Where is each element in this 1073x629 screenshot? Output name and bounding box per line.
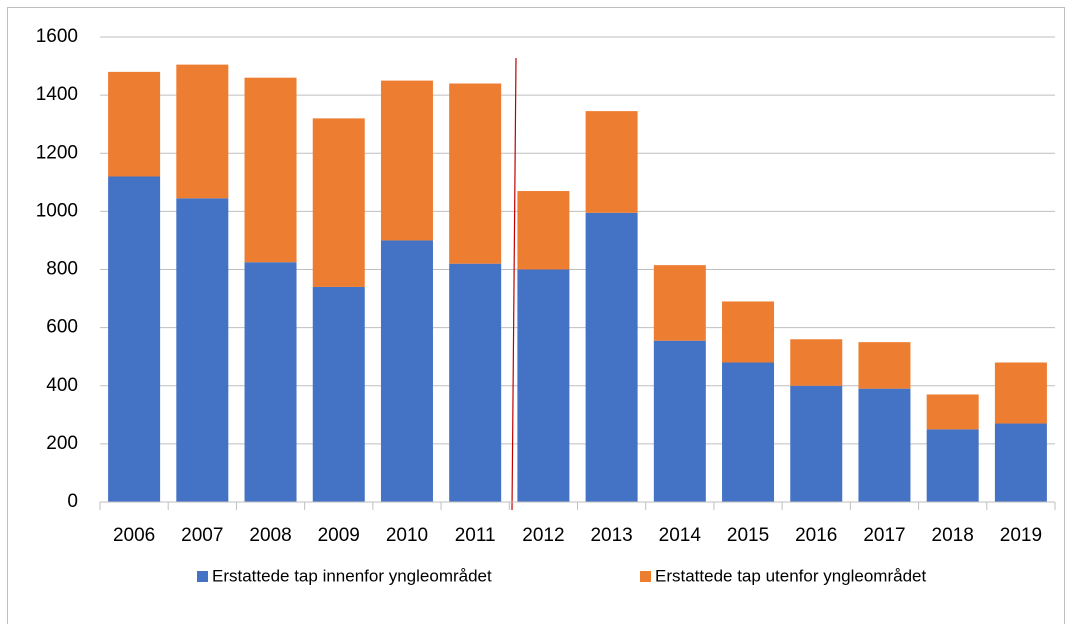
x-tick-label: 2012 xyxy=(522,525,564,546)
bar-segment xyxy=(312,286,365,502)
legend-swatch xyxy=(197,571,208,582)
bar-segment xyxy=(517,191,570,270)
bar-segment xyxy=(926,429,979,502)
bar-segment xyxy=(244,262,297,502)
chart-border xyxy=(7,7,1065,629)
y-tick-label: 600 xyxy=(46,317,78,338)
bar-segment xyxy=(312,118,365,287)
y-tick-label: 800 xyxy=(46,259,78,280)
x-tick-label: 2019 xyxy=(1000,525,1042,546)
x-tick-label: 2008 xyxy=(249,525,291,546)
y-tick-label: 1400 xyxy=(36,84,78,105)
bar-segment xyxy=(244,77,297,263)
bar-segment xyxy=(722,301,775,363)
bar-segment xyxy=(926,394,979,430)
y-tick-label: 0 xyxy=(67,491,78,512)
x-tick-label: 2011 xyxy=(455,525,496,546)
bar-segment xyxy=(722,362,775,502)
bar-segment xyxy=(517,269,570,502)
x-tick-label: 2007 xyxy=(181,525,223,546)
bar-segment xyxy=(176,198,229,502)
bar-segment xyxy=(108,71,161,177)
bar-segment xyxy=(176,64,229,199)
bar-segment xyxy=(380,240,433,502)
x-tick-label: 2016 xyxy=(795,525,837,546)
y-tick-label: 1600 xyxy=(36,26,78,47)
bar-segment xyxy=(585,111,638,213)
bar-segment xyxy=(858,388,911,502)
bar-segment xyxy=(994,423,1047,502)
x-tick-label: 2017 xyxy=(863,525,905,546)
legend-swatch xyxy=(640,571,651,582)
y-tick-label: 1200 xyxy=(36,142,78,163)
bar-segment xyxy=(108,176,161,502)
bar-segment xyxy=(790,339,843,386)
bar-segment xyxy=(449,83,502,264)
y-tick-label: 400 xyxy=(46,375,78,396)
bar-segment xyxy=(858,342,911,389)
x-tick-label: 2009 xyxy=(318,525,360,546)
bar-segment xyxy=(653,340,706,502)
x-tick-label: 2006 xyxy=(113,525,155,546)
x-tick-label: 2013 xyxy=(590,525,632,546)
x-tick-label: 2018 xyxy=(932,525,974,546)
x-tick-label: 2010 xyxy=(386,525,428,546)
bar-segment xyxy=(380,80,433,241)
legend-label: Erstattede tap innenfor yngleområdet xyxy=(212,566,492,585)
period-divider xyxy=(511,57,517,511)
bar-segment xyxy=(653,265,706,341)
x-tick-label: 2015 xyxy=(727,525,769,546)
y-tick-label: 200 xyxy=(46,433,78,454)
bar-segment xyxy=(449,263,502,502)
legend-label: Erstattede tap utenfor yngleområdet xyxy=(655,566,926,585)
bar-segment xyxy=(994,362,1047,424)
bar-segment xyxy=(585,212,638,502)
bar-segment xyxy=(790,385,843,502)
y-tick-label: 1000 xyxy=(36,200,78,221)
x-tick-label: 2014 xyxy=(659,525,702,546)
